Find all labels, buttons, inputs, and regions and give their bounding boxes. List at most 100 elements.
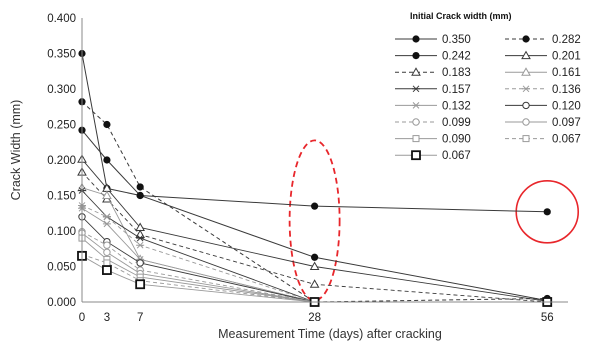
data-point bbox=[412, 135, 420, 143]
legend-item: 0.183 bbox=[395, 67, 471, 79]
x-tick-label: 56 bbox=[541, 312, 554, 324]
data-point bbox=[522, 101, 530, 110]
series-line bbox=[81, 237, 548, 303]
data-point bbox=[309, 279, 320, 288]
data-point bbox=[522, 85, 530, 93]
legend-label: 0.201 bbox=[552, 51, 581, 63]
legend-item: 0.282 bbox=[505, 34, 581, 46]
y-tick-label: 0.250 bbox=[47, 120, 76, 132]
legend-item: 0.099 bbox=[395, 117, 471, 129]
data-point bbox=[412, 52, 420, 60]
legend-label: 0.136 bbox=[552, 84, 581, 96]
data-point bbox=[136, 234, 145, 242]
data-point bbox=[136, 259, 144, 267]
data-point bbox=[522, 135, 530, 143]
x-tick-label: 0 bbox=[79, 312, 85, 324]
legend-label: 0.282 bbox=[552, 34, 581, 46]
y-tick-labels: 0.000 0.050 0.100 0.150 0.200 0.250 0.300 0.350… bbox=[47, 13, 76, 309]
legend-label: 0.242 bbox=[442, 51, 471, 63]
data-point bbox=[309, 261, 320, 270]
data-point bbox=[103, 241, 111, 249]
legend-item: 0.161 bbox=[505, 67, 581, 79]
legend-label: 0.097 bbox=[552, 117, 581, 129]
data-point bbox=[522, 118, 530, 126]
highlight-circle bbox=[515, 180, 580, 244]
legend-label: 0.132 bbox=[442, 100, 471, 112]
y-tick-label: 0.150 bbox=[47, 191, 76, 203]
x-tick-label: 7 bbox=[137, 312, 143, 324]
series-0 bbox=[78, 49, 551, 216]
legend-item: 0.120 bbox=[505, 100, 581, 112]
data-point bbox=[102, 265, 112, 275]
legend-item: 0.132 bbox=[395, 100, 471, 112]
data-point bbox=[521, 67, 531, 76]
legend-label: 0.350 bbox=[442, 34, 471, 46]
y-axis-title: Crack Width (mm) bbox=[9, 100, 23, 201]
data-point bbox=[412, 102, 420, 109]
series-layer bbox=[77, 49, 553, 307]
data-point bbox=[136, 183, 144, 191]
legend-item: 0.067 bbox=[395, 150, 471, 162]
legend-item: 0.067 bbox=[505, 134, 581, 146]
legend-label: 0.157 bbox=[442, 84, 471, 96]
data-point bbox=[102, 213, 111, 221]
legend-items: 0.350 0.282 0.242 0.201 0.183 0.161 0.157 0.136… bbox=[395, 34, 581, 162]
data-point bbox=[103, 120, 111, 129]
legend-label: 0.099 bbox=[442, 117, 471, 129]
series-line bbox=[81, 53, 548, 213]
legend-item: 0.157 bbox=[395, 84, 471, 96]
legend-label: 0.090 bbox=[442, 134, 471, 146]
series-line bbox=[81, 101, 548, 303]
series-1 bbox=[78, 98, 551, 306]
data-point bbox=[412, 85, 420, 93]
y-tick-label: 0.350 bbox=[47, 49, 76, 61]
data-point bbox=[136, 241, 145, 249]
y-tick-label: 0.100 bbox=[47, 226, 76, 238]
series-2 bbox=[78, 126, 551, 305]
y-tick-label: 0.000 bbox=[47, 297, 76, 309]
y-tick-label: 0.400 bbox=[47, 13, 76, 25]
data-point bbox=[102, 190, 112, 199]
annotation-layer bbox=[288, 139, 580, 302]
legend-item: 0.090 bbox=[395, 134, 471, 146]
data-point bbox=[103, 156, 111, 164]
x-tick-labels: 0 3 7 28 56 bbox=[79, 312, 554, 324]
data-point bbox=[522, 35, 530, 43]
data-point bbox=[102, 220, 111, 228]
data-point bbox=[135, 279, 146, 290]
data-point bbox=[521, 50, 531, 60]
series-12 bbox=[78, 234, 551, 306]
data-point bbox=[103, 259, 111, 267]
data-point bbox=[103, 248, 111, 257]
legend-item: 0.201 bbox=[505, 50, 581, 63]
series-4 bbox=[77, 167, 553, 306]
legend-item: 0.242 bbox=[395, 51, 471, 63]
legend-title: Initial Crack width (mm) bbox=[410, 11, 512, 21]
x-tick-label: 3 bbox=[104, 312, 110, 324]
axes-layer bbox=[81, 18, 568, 303]
legend-label: 0.161 bbox=[552, 67, 581, 79]
x-tick-label: 28 bbox=[308, 312, 321, 324]
y-tick-label: 0.050 bbox=[47, 262, 76, 274]
legend-item: 0.097 bbox=[505, 117, 581, 129]
legend-item: 0.350 bbox=[395, 34, 471, 46]
data-point bbox=[311, 253, 319, 261]
highlight-ellipse bbox=[288, 139, 341, 302]
legend-item: 0.136 bbox=[505, 84, 581, 96]
data-point bbox=[411, 150, 421, 161]
data-point bbox=[412, 118, 420, 126]
y-tick-label: 0.200 bbox=[47, 155, 76, 167]
legend: Initial Crack width (mm) 0.350 0.282 0.242… bbox=[395, 11, 581, 162]
data-point bbox=[411, 67, 421, 76]
x-axis-title: Measurement Time (days) after cracking bbox=[218, 327, 442, 341]
data-point bbox=[136, 191, 144, 200]
legend-label: 0.120 bbox=[552, 100, 581, 112]
data-point bbox=[543, 208, 551, 216]
legend-label: 0.067 bbox=[442, 150, 471, 162]
y-tick-label: 0.300 bbox=[47, 84, 76, 96]
data-point bbox=[412, 35, 420, 43]
legend-label: 0.183 bbox=[442, 67, 471, 79]
legend-label: 0.067 bbox=[552, 134, 581, 146]
data-point bbox=[311, 202, 319, 210]
